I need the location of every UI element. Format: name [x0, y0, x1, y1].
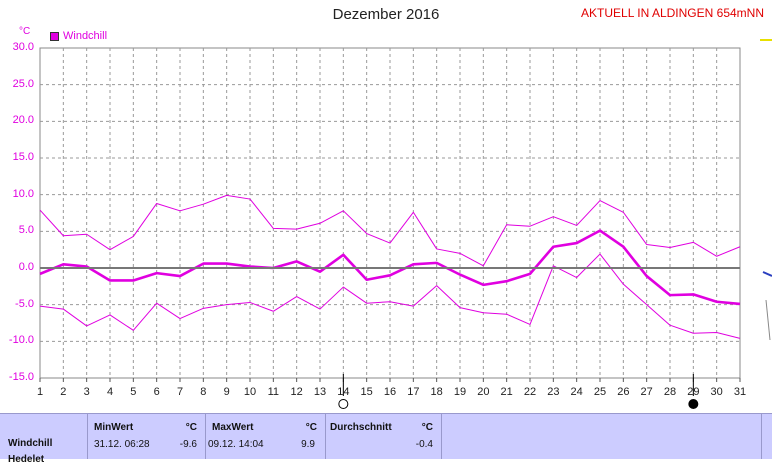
min-unit: °C [185, 422, 197, 433]
max-unit: °C [305, 422, 317, 433]
min-value: -9.6 [179, 439, 197, 450]
x-tick-label: 31 [733, 386, 747, 398]
y-tick-label: 25.0 [12, 77, 34, 90]
x-tick-label: 29 [687, 386, 700, 398]
y-unit-label: °C [19, 26, 31, 37]
x-tick-label: 21 [500, 386, 513, 398]
y-tick-label: 10.0 [12, 187, 34, 200]
y-tick-label: 0.0 [18, 261, 34, 273]
x-tick-label: 17 [407, 386, 420, 398]
x-tick-label: 10 [243, 386, 257, 398]
y-tick-label: 5.0 [18, 224, 34, 237]
axis-layer [39, 267, 741, 409]
x-tick-label: 23 [547, 386, 560, 398]
stats-table: Windchill Hedelet MinWert °C 31.12. 06:2… [0, 413, 772, 465]
x-tick-label: 3 [83, 386, 90, 398]
x-tick-label: 16 [383, 386, 397, 398]
x-tick-label: 19 [453, 386, 467, 398]
max-datetime: 09.12. 14:04 [208, 439, 264, 450]
x-tick-label: 9 [223, 386, 230, 398]
stats-empty-cell [442, 414, 762, 459]
x-tick-label: 11 [267, 386, 280, 398]
max-header: MaxWert [212, 422, 254, 433]
series-layer [39, 194, 741, 339]
stats-max-cell: MaxWert °C 09.12. 14:04 9.9 [206, 414, 326, 459]
y-tick-label: 20.0 [12, 114, 34, 127]
x-tick-label: 22 [523, 386, 537, 398]
x-tick-label: 28 [663, 386, 677, 398]
y-tick-label: 30.0 [12, 41, 34, 53]
x-tick-label: 7 [176, 386, 184, 398]
grid-layer [39, 47, 741, 379]
x-tick-label: 26 [617, 386, 630, 398]
new-moon-icon [688, 399, 699, 409]
x-tick-label: 1 [36, 386, 44, 398]
blue-indicator [762, 271, 772, 277]
series-average-line [39, 229, 741, 306]
min-datetime: 31.12. 06:28 [94, 439, 150, 450]
gray-indicator [765, 299, 771, 341]
x-tick-label: 20 [477, 386, 490, 398]
right-edge-strip [760, 39, 772, 341]
legend: Windchill [50, 30, 107, 42]
x-tick-label: 15 [360, 386, 373, 398]
y-tick-label: -5.0 [15, 297, 34, 310]
stats-next-row-label: Hedelet [8, 454, 45, 465]
x-tick-label: 18 [430, 386, 443, 398]
x-tick-label: 24 [570, 386, 583, 398]
avg-unit: °C [421, 422, 433, 433]
stats-row-label: Windchill [8, 438, 53, 449]
series-min-line [39, 253, 741, 339]
x-tick-label: 27 [640, 386, 653, 398]
x-tick-label: 4 [106, 386, 114, 398]
stats-label-cell: Windchill Hedelet [0, 414, 88, 465]
x-tick-label: 2 [60, 386, 67, 398]
min-header: MinWert [94, 422, 134, 433]
chart-title: Dezember 2016 [332, 6, 440, 23]
max-value: 9.9 [301, 439, 315, 450]
x-tick-label: 13 [313, 386, 327, 398]
x-tick-label: 25 [593, 386, 607, 398]
x-tick-label: 30 [710, 386, 723, 398]
station-label: AKTUELL IN ALDINGEN 654mNN [581, 6, 764, 20]
y-tick-label: 15.0 [12, 151, 34, 163]
avg-value: -0.4 [415, 439, 433, 450]
x-tick-label: 14 [337, 386, 350, 398]
y-tick-label: -10.0 [8, 334, 34, 347]
y-tick-label: -15.0 [8, 371, 34, 383]
stats-min-cell: MinWert °C 31.12. 06:28 -9.6 [88, 414, 206, 459]
avg-header: Durchschnitt [330, 422, 392, 433]
stats-avg-cell: Durchschnitt °C -0.4 [326, 414, 442, 459]
x-tick-label: 6 [153, 386, 160, 398]
legend-label: Windchill [63, 30, 108, 42]
legend-swatch [50, 31, 59, 41]
x-tick-label: 12 [290, 386, 303, 398]
x-tick-label: 5 [130, 386, 137, 398]
x-tick-label: 8 [200, 386, 207, 398]
series-max-line [39, 194, 741, 267]
full-moon-icon [338, 399, 349, 409]
